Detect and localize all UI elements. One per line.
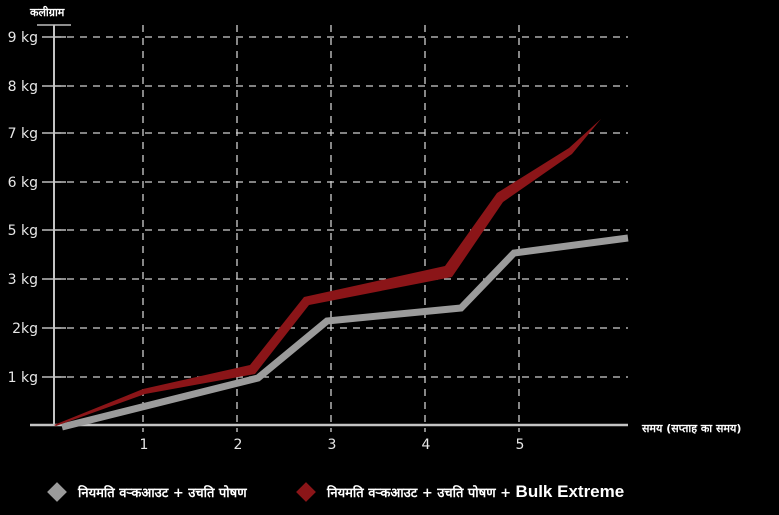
vertical-gridlines: [142, 25, 520, 432]
x-label: 1: [140, 437, 149, 453]
legend: नियमति वर्‍कआउट + उचति पोषण नियमति वर्‍क…: [0, 478, 779, 508]
x-label: 2: [234, 437, 243, 453]
diamond-icon: [47, 482, 67, 502]
y-label: 3 kg: [8, 272, 38, 288]
legend-item-bulk-extreme[interactable]: नियमति वर्‍कआउट + उचति पोषण + Bulk Extre…: [295, 478, 624, 506]
y-axis-title: कलीग्राम: [29, 5, 65, 19]
y-label: 7 kg: [8, 126, 38, 142]
series-line-regular: [61, 234, 629, 431]
y-label: 2kg: [12, 321, 38, 337]
legend-label: नियमति वर्‍कआउट + उचति पोषण: [78, 486, 247, 501]
y-label: 9 kg: [8, 30, 38, 46]
legend-brand-name: Bulk Extreme: [515, 482, 625, 501]
x-axis-title: समय (सप्ताह का समय): [641, 422, 741, 435]
legend-label-text: नियमति वर्‍कआउट + उचति पोषण +: [327, 486, 516, 501]
diamond-icon: [296, 482, 316, 502]
x-label: 3: [328, 437, 337, 453]
legend-item-regular[interactable]: नियमति वर्‍कआउट + उचति पोषण: [46, 478, 247, 506]
y-label: 6 kg: [8, 175, 38, 191]
y-tick-labels: 9 kg 8 kg 7 kg 6 kg 5 kg 3 kg 2kg 1 kg: [8, 30, 38, 386]
y-label: 1 kg: [8, 370, 38, 386]
x-label: 4: [422, 437, 431, 453]
legend-label: नियमति वर्‍कआउट + उचति पोषण + Bulk Extre…: [327, 482, 624, 502]
x-tick-labels: 1 2 3 4 5: [140, 437, 525, 453]
y-label: 5 kg: [8, 223, 38, 239]
horizontal-gridlines: [54, 36, 628, 378]
y-label: 8 kg: [8, 79, 38, 95]
x-label: 5: [516, 437, 525, 453]
